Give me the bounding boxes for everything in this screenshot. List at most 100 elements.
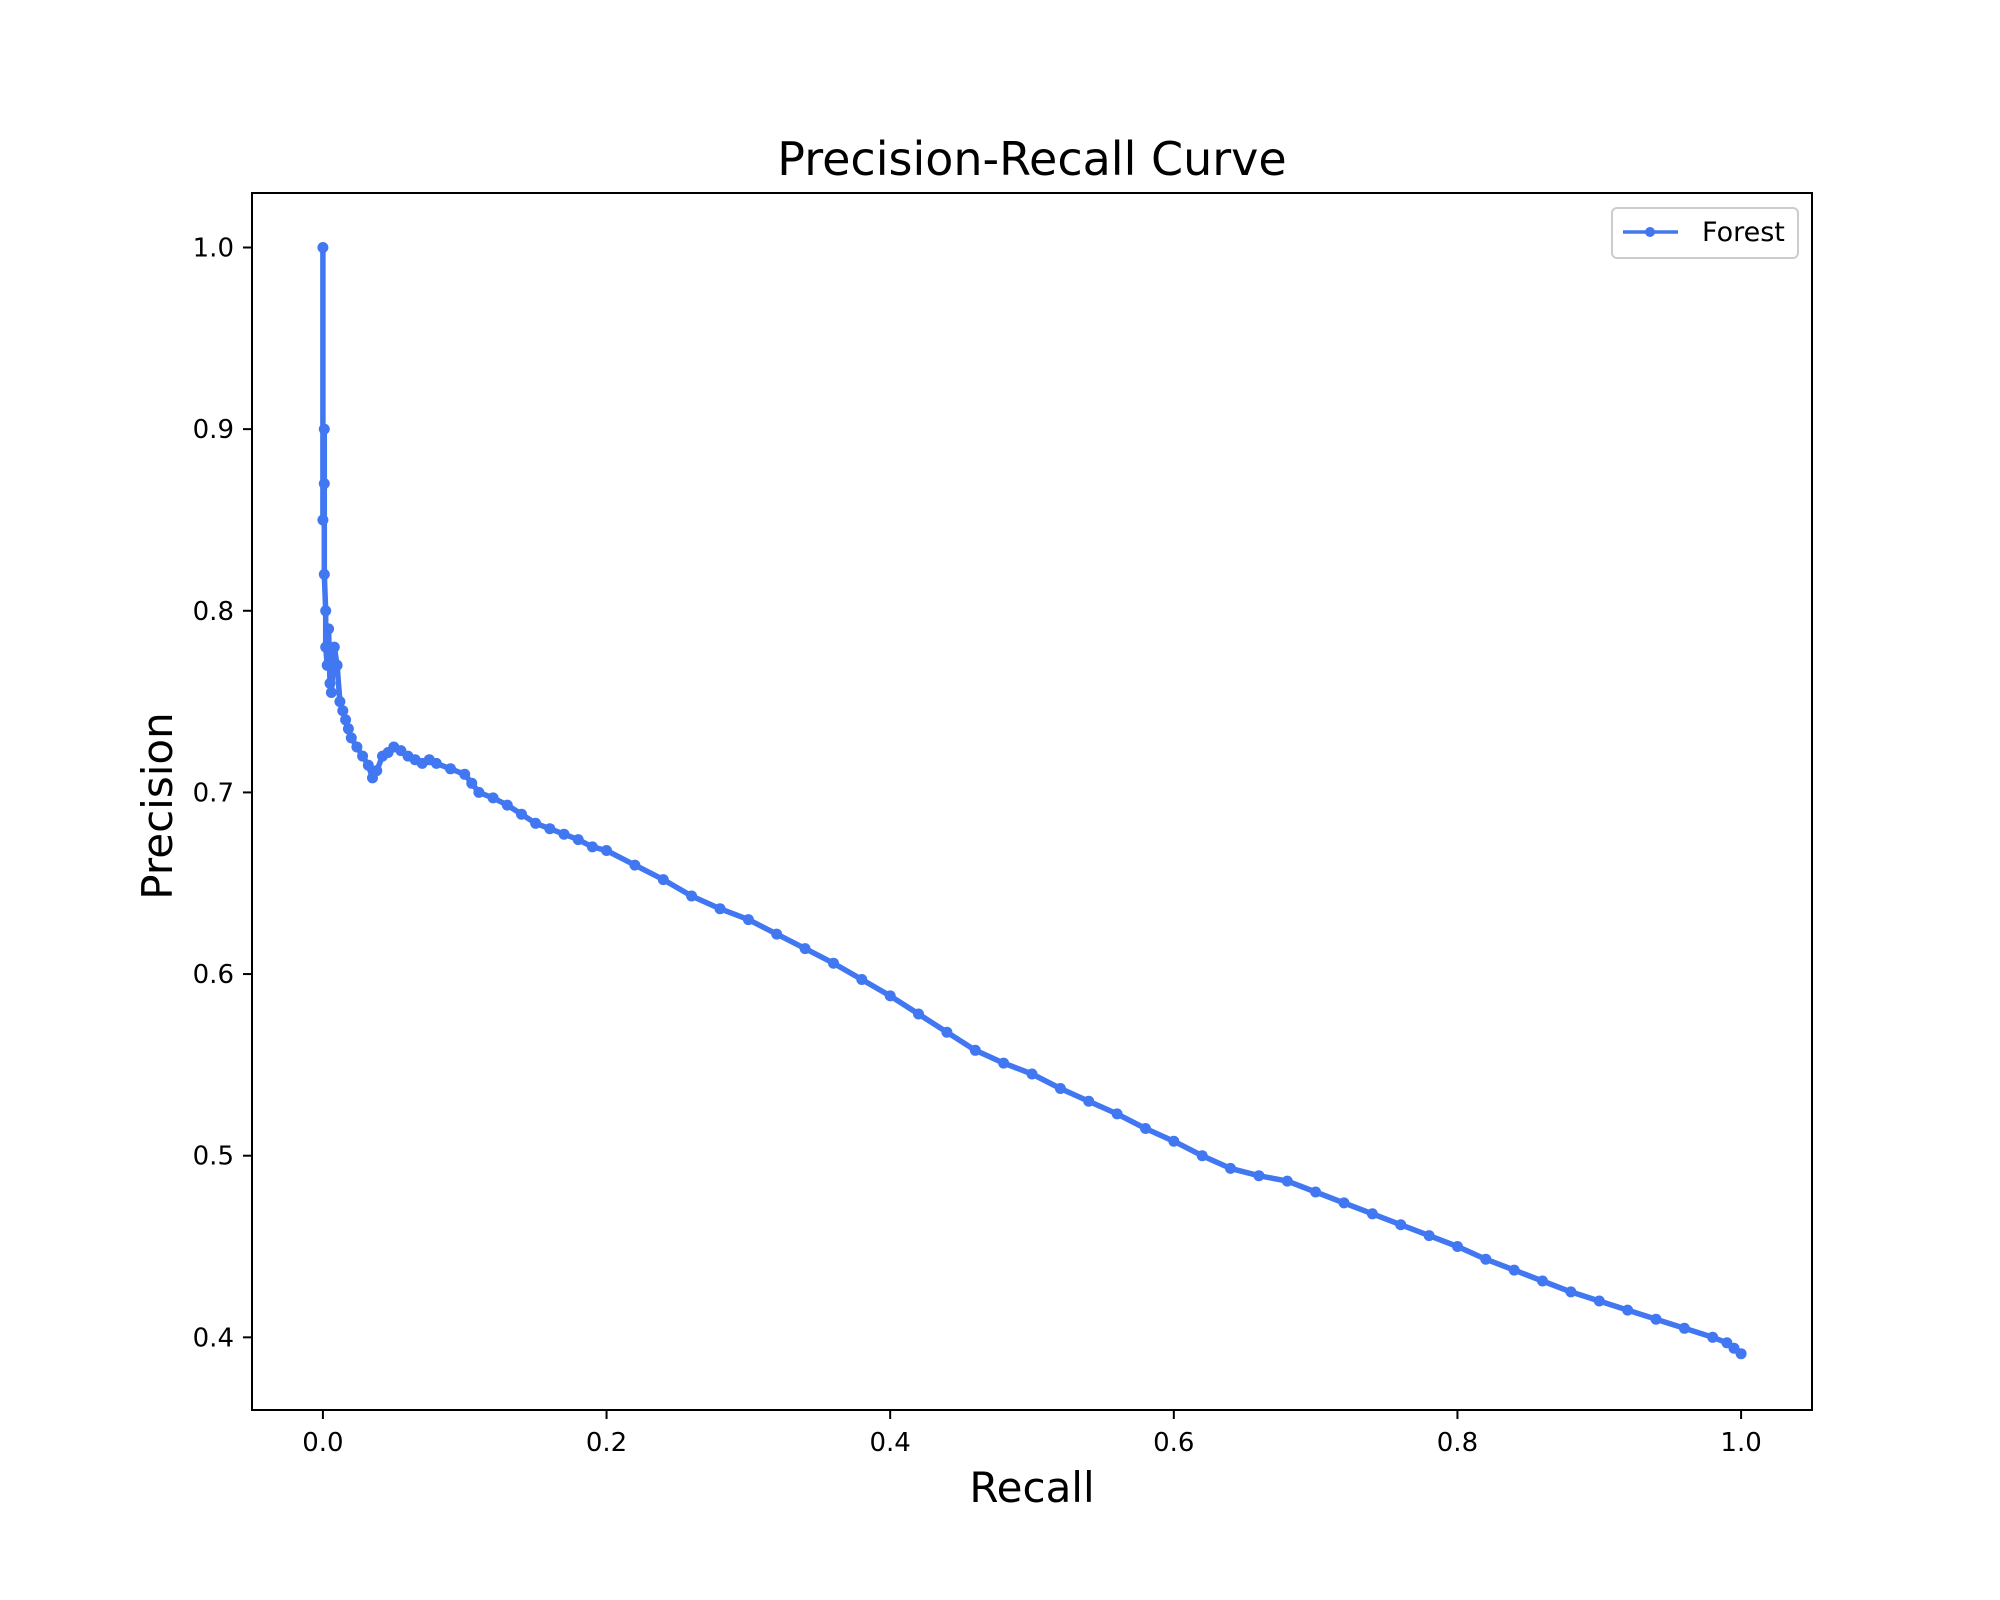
data-point [657, 874, 669, 886]
data-point [941, 1026, 953, 1038]
data-point [459, 768, 471, 780]
y-tick-label: 0.5 [193, 1142, 234, 1172]
y-tick-label: 1.0 [193, 233, 234, 263]
data-point [1622, 1304, 1634, 1316]
data-point [318, 423, 330, 435]
data-point [1395, 1219, 1407, 1231]
data-point [331, 659, 343, 671]
data-point [318, 478, 330, 490]
data-point [357, 750, 369, 762]
data-point [1054, 1083, 1066, 1094]
data-point [1707, 1331, 1719, 1343]
data-point [1452, 1241, 1463, 1252]
data-point [323, 623, 335, 635]
data-point [828, 957, 839, 969]
y-tick-label: 0.6 [193, 960, 234, 990]
series-layer [317, 242, 1747, 1360]
data-point [1678, 1322, 1690, 1334]
data-point [340, 714, 352, 726]
data-point [629, 859, 641, 871]
y-axis-label: Precision [133, 712, 182, 899]
data-point [586, 841, 598, 853]
y-tick-label: 0.9 [193, 415, 234, 445]
data-point [1423, 1230, 1435, 1242]
data-point [601, 845, 612, 856]
legend: Forest [1611, 207, 1799, 259]
x-tick-label: 0.6 [1153, 1428, 1194, 1458]
x-tick-label: 0.4 [870, 1428, 911, 1458]
data-point [1565, 1286, 1577, 1298]
data-point [1253, 1170, 1265, 1182]
data-point [969, 1044, 981, 1056]
data-point [1593, 1295, 1605, 1307]
data-point [1225, 1162, 1236, 1174]
data-point [686, 890, 698, 902]
data-point [516, 808, 527, 820]
x-axis-label: Recall [969, 1463, 1094, 1512]
data-point [487, 792, 499, 804]
data-point [530, 817, 542, 829]
data-point [558, 828, 570, 840]
data-point [1508, 1264, 1520, 1276]
y-tick-label: 0.7 [193, 778, 234, 808]
data-point [337, 705, 349, 717]
data-point [913, 1008, 924, 1020]
y-axis: 0.4 0.5 0.6 0.7 0.8 0.9 1.0 [193, 233, 252, 1353]
plot-frame [251, 192, 1813, 1411]
data-point [466, 777, 478, 789]
data-point [714, 903, 726, 915]
data-point [572, 834, 584, 846]
data-point [325, 687, 337, 698]
data-point [1310, 1186, 1322, 1198]
data-point [998, 1057, 1010, 1069]
data-point [342, 723, 354, 735]
data-point [1480, 1253, 1492, 1265]
data-point [884, 990, 896, 1002]
x-tick-label: 0.2 [586, 1428, 627, 1458]
data-point [1338, 1197, 1350, 1209]
data-point [1650, 1313, 1662, 1325]
data-point [771, 928, 783, 940]
x-tick-label: 1.0 [1720, 1428, 1761, 1458]
legend-label-forest: Forest [1702, 217, 1785, 248]
data-point [799, 943, 811, 955]
data-point [1281, 1175, 1293, 1187]
data-point [317, 514, 329, 526]
data-point [1735, 1348, 1747, 1360]
data-point [328, 641, 340, 653]
data-point [501, 799, 513, 811]
y-tick-label: 0.8 [193, 597, 234, 627]
data-point [320, 641, 332, 653]
data-point [318, 568, 330, 580]
legend-marker-forest [1645, 227, 1655, 237]
data-point [1140, 1123, 1151, 1134]
legend-box [1611, 207, 1799, 259]
data-point [1026, 1068, 1038, 1080]
x-axis: 0.0 0.2 0.4 0.6 0.8 1.0 [302, 1410, 1762, 1458]
data-point [1111, 1108, 1123, 1120]
data-point [1168, 1135, 1180, 1147]
data-point [1366, 1208, 1378, 1220]
data-point [856, 974, 868, 985]
data-point [742, 914, 754, 926]
x-tick-label: 0.0 [302, 1428, 343, 1458]
chart-title: Precision-Recall Curve [777, 132, 1286, 186]
data-point [445, 763, 456, 775]
data-point [473, 786, 485, 798]
data-point [1083, 1095, 1095, 1107]
data-point [371, 765, 383, 777]
data-point [334, 696, 346, 708]
y-tick-label: 0.4 [193, 1323, 234, 1353]
data-point [320, 605, 332, 617]
data-point [1196, 1150, 1208, 1162]
data-point [317, 242, 329, 253]
x-tick-label: 0.8 [1437, 1428, 1478, 1458]
data-point [362, 759, 374, 771]
data-point [351, 741, 363, 753]
data-point [430, 757, 442, 769]
data-point [321, 659, 333, 671]
data-point [324, 677, 336, 689]
